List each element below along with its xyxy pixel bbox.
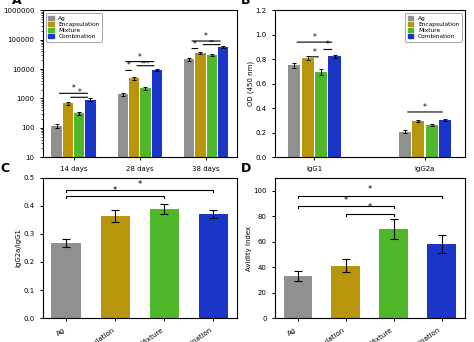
Legend: Ag, Encapsulation, Mixture, Combination: Ag, Encapsulation, Mixture, Combination (405, 13, 462, 41)
Bar (152, 70, 162, 342)
Bar (184, 59, 194, 342)
Bar (63, 103, 73, 342)
Text: *: * (312, 48, 316, 57)
Bar (218, 47, 228, 342)
Bar (412, 121, 425, 157)
Text: **: ** (209, 40, 215, 44)
Bar (439, 120, 451, 157)
Bar (129, 78, 139, 342)
Text: B: B (241, 0, 250, 8)
Bar (331, 266, 360, 318)
Text: *: * (344, 196, 348, 205)
Y-axis label: Avidity Index: Avidity Index (246, 225, 252, 271)
Text: *: * (193, 40, 197, 49)
Text: *: * (423, 103, 427, 112)
Bar (52, 243, 81, 318)
Bar (315, 72, 328, 157)
Bar (328, 56, 341, 157)
Bar (283, 276, 312, 318)
Bar (52, 126, 62, 342)
Text: ***: *** (141, 61, 150, 66)
Bar (118, 94, 128, 342)
Bar (399, 132, 411, 157)
Text: *: * (72, 84, 75, 93)
Text: *: * (127, 62, 130, 70)
Text: A: A (11, 0, 21, 8)
Text: *: * (326, 40, 330, 50)
Bar (207, 55, 217, 342)
Bar (379, 229, 408, 318)
Bar (74, 114, 84, 342)
Y-axis label: OD (450 nm): OD (450 nm) (247, 61, 254, 106)
Bar (427, 244, 456, 318)
Bar (199, 214, 228, 318)
Text: *: * (138, 53, 142, 62)
Text: *: * (368, 185, 372, 194)
Text: *: * (113, 186, 118, 195)
Bar (150, 209, 179, 318)
Y-axis label: Antigen-specific IgG titer: Antigen-specific IgG titer (0, 40, 1, 127)
Bar (288, 65, 301, 157)
Text: C: C (0, 162, 9, 175)
Text: D: D (241, 162, 251, 175)
Bar (426, 125, 438, 157)
Text: *: * (138, 181, 142, 189)
Text: *: * (368, 203, 372, 212)
Legend: Ag, Encapsulation, Mixture, Combination: Ag, Encapsulation, Mixture, Combination (46, 13, 102, 41)
Bar (140, 89, 151, 342)
Bar (100, 216, 130, 318)
Text: *: * (77, 88, 81, 97)
Bar (195, 53, 206, 342)
Bar (85, 100, 96, 342)
Text: *: * (312, 33, 316, 42)
Text: *: * (204, 32, 208, 41)
Bar (301, 58, 314, 157)
Y-axis label: IgG2a/IgG1: IgG2a/IgG1 (16, 228, 22, 267)
